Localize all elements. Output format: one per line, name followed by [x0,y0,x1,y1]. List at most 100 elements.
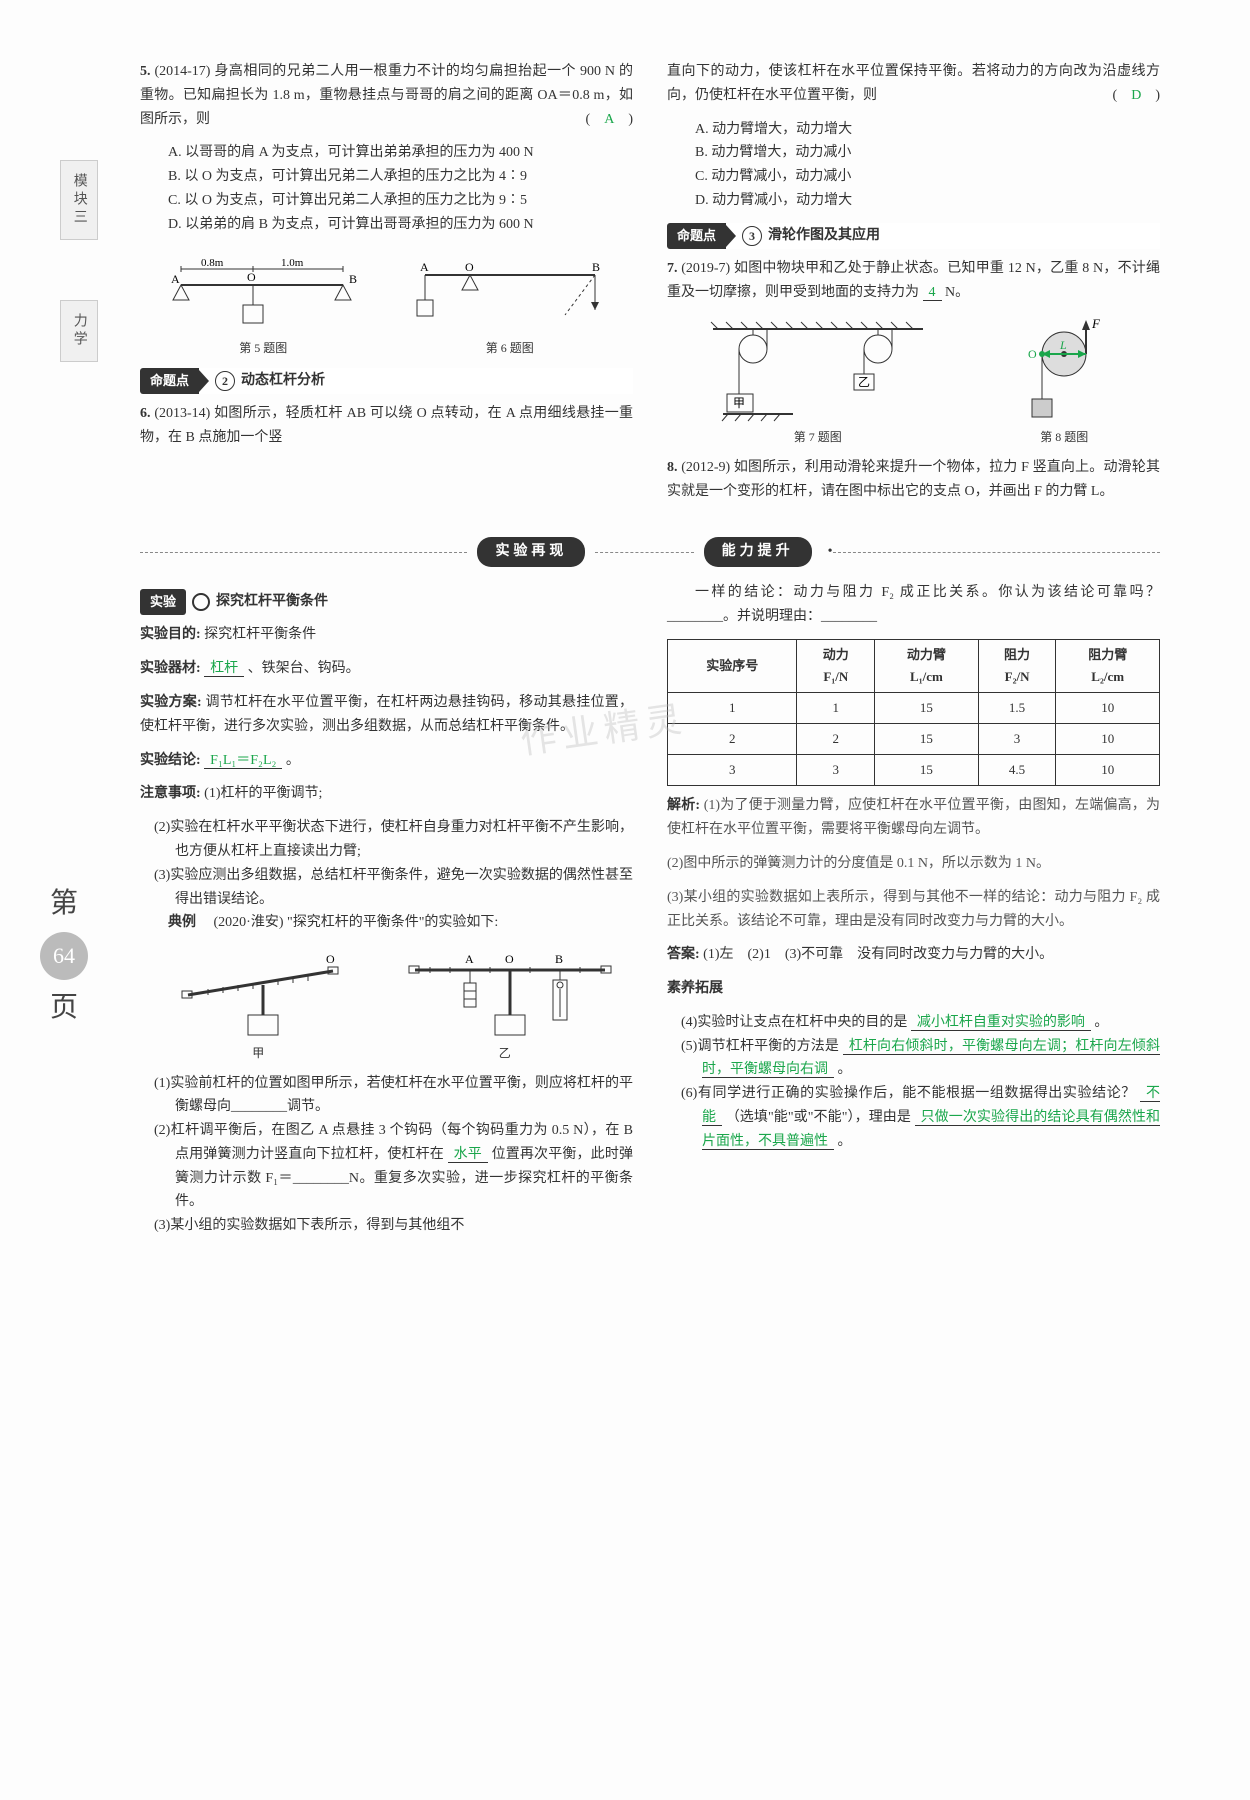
answer-block: 答案: (1)左 (2)1 (3)不可靠 没有同时改变力与力臂的大小。 [667,943,1160,967]
q5-paren: ( A ) [586,108,633,132]
fig-yi: A O B 乙 [395,945,615,1063]
q6-src: (2013-14) [154,406,210,421]
page-bot-char: 页 [40,984,88,1032]
th-4: 阻力臂L₂/cm [1056,639,1160,692]
exp-equipment: 实验器材: 杠杆 、铁架台、钩码。 [140,657,633,681]
left-column: 5. (2014-17) 身高相同的兄弟二人用一根重力不计的均匀扁担抬起一个 9… [140,60,633,513]
p5: (5)调节杠杆平衡的方法是 杠杆向右倾斜时，平衡螺母向左调；杠杆向左倾斜时，平衡… [688,1035,1160,1083]
svg-text:O: O [505,952,514,966]
topic2-arrow-icon [199,370,209,392]
svg-text:O: O [465,260,474,274]
topic3-title: 滑轮作图及其应用 [768,224,880,248]
q7-text2: N。 [945,285,969,300]
cell: 2 [797,724,875,755]
q8-src: (2012-9) [681,460,730,475]
answer-text: (1)左 (2)1 (3)不可靠 没有同时改变力与力臂的大小。 [703,947,1053,962]
exp-p2: (2)杠杆调平衡后，在图乙 A 点悬挂 3 个钩码（每个钩码重力为 0.5 N）… [161,1119,633,1214]
topic2-title: 动态杠杆分析 [241,369,325,393]
svg-text:A: A [420,260,429,274]
question-5: 5. (2014-17) 身高相同的兄弟二人用一根重力不计的均匀扁担抬起一个 9… [140,60,633,131]
conc-answer: F₁L₁＝F₂L₂ [204,753,282,769]
topic3-arrow-icon [726,225,736,247]
ext-label: 素养拓展 [667,977,1160,1001]
p4b: 。 [1094,1015,1108,1030]
q7-num: 7. [667,261,678,276]
equip-rest: 、铁架台、钩码。 [248,661,360,676]
fig5-svg: A B O 0.8m 1.0m [163,245,363,335]
svg-text:乙: 乙 [858,375,870,389]
svg-text:A: A [171,272,180,286]
question-8: 8. (2012-9) 如图所示，利用动滑轮来提升一个物体，拉力 F 竖直向上。… [667,456,1160,504]
exp-chip: 实验 [140,589,186,615]
p4-answer: 减小杠杆自重对实验的影响 [911,1015,1091,1031]
p4: (4)实验时让支点在杠杆中央的目的是 减小杠杆自重对实验的影响 。 [688,1011,1160,1035]
figyi-caption: 乙 [395,1043,615,1063]
q5-text: 身高相同的兄弟二人用一根重力不计的均匀扁担抬起一个 900 N 的重物。已知扁担… [140,64,633,127]
page-number: 第 64 页 [40,880,88,1031]
table-row: 2 2 15 3 10 [668,724,1160,755]
cell: 1 [797,693,875,724]
answer-label: 答案: [667,947,700,962]
exp-p1: (1)实验前杠杆的位置如图甲所示，若使杠杆在水平位置平衡，则应将杠杆的平衡螺母向… [161,1072,633,1120]
side-tab-subject: 力学 [60,300,98,362]
svg-text:O: O [1028,347,1037,361]
th-3: 阻力F₂/N [978,639,1056,692]
cell: 15 [875,755,979,786]
q5-opt-d: D. 以弟弟的肩 B 为支点，可计算出哥哥承担的压力为 600 N [157,213,633,237]
cell: 1.5 [978,693,1056,724]
svg-text:O: O [326,952,335,966]
q7-src: (2019-7) [681,261,730,276]
table-header-row: 实验序号 动力F₁/N 动力臂L₁/cm 阻力F₂/N 阻力臂L₂/cm [668,639,1160,692]
fig7-svg: 甲 乙 [703,314,933,424]
pill-ability: 能力提升 [704,537,812,567]
q5-src: (2014-17) [154,64,210,79]
p6: (6)有同学进行正确的实验操作后，能不能根据一组数据得出实验结论？ 不能 （选填… [688,1082,1160,1153]
page-num-circle: 64 [40,932,88,980]
svg-text:F: F [1091,316,1101,331]
svg-text:B: B [555,952,563,966]
analysis-label: 解析: [667,798,700,813]
a2: (2)图中所示的弹簧测力计的分度值是 0.1 N，所以示数为 1 N。 [667,852,1160,876]
example-src: (2020·淮安) [214,915,284,930]
topic2-chip: 命题点 [140,368,199,394]
equip-answer: 杠杆 [204,661,244,677]
figyi-svg: A O B [395,945,615,1040]
goal-label: 实验目的: [140,627,201,642]
exp-plan: 实验方案: 调节杠杆在水平位置平衡，在杠杆两边悬挂钩码，移动其悬挂位置，使杠杆平… [140,691,633,739]
svg-text:B: B [349,272,357,286]
q6-opt-b: B. 动力臂增大，动力减小 [684,141,931,165]
figure-6: A O B 第 6 题图 [410,245,610,358]
plan-text: 调节杠杆在水平位置平衡，在杠杆两边悬挂钩码，移动其悬挂位置，使杠杆平衡，进行多次… [140,695,633,734]
q5-num: 5. [140,64,151,79]
question-7: 7. (2019-7) 如图中物块甲和乙处于静止状态。已知甲重 12 N，乙重 … [667,257,1160,305]
a3: (3)某小组的实验数据如上表所示，得到与其他不一样的结论：动力与阻力 F₂ 成正… [667,886,1160,934]
page-top-char: 第 [40,880,88,928]
table-row: 3 3 15 4.5 10 [668,755,1160,786]
cell: 10 [1056,693,1160,724]
conc-label: 实验结论: [140,753,201,768]
topic3-num: 3 [742,226,762,246]
p6a: (6)有同学进行正确的实验操作后，能不能根据一组数据得出实验结论？ [681,1086,1136,1101]
q5-opt-b: B. 以 O 为支点，可计算出兄弟二人承担的压力之比为 4∶9 [157,165,633,189]
fig6-caption: 第 6 题图 [410,338,610,358]
conc-tail: 。 [286,753,300,768]
example-line: 典例 (2020·淮安) "探究杠杆的平衡条件"的实验如下: [140,911,633,935]
fig6-svg: A O B [410,245,610,335]
right-intro: 一样的结论：动力与阻力 F₂ 成正比关系。你认为该结论可靠吗？________。… [667,581,1160,629]
q8-num: 8. [667,460,678,475]
q6-paren: ( D ) [1113,84,1160,108]
th-1: 动力F₁/N [797,639,875,692]
figure-8: F O L 第 8 题图 [1004,314,1124,447]
cell: 3 [797,755,875,786]
q6-opt-d: D. 动力臂减小，动力增大 [684,189,931,213]
svg-text:O: O [247,270,256,284]
fig-row-5-6: A B O 0.8m 1.0m [140,245,633,358]
right-column: 直向下的动力，使该杠杆在水平位置保持平衡。若将动力的方向改为沿虚线方向，仍使杠杆… [667,60,1160,513]
notes-label: 注意事项: [140,786,201,801]
q6-opt-c: C. 动力臂减小，动力减小 [684,165,931,189]
topic-2-bar: 命题点 2 动态杠杆分析 [140,368,633,394]
plan-label: 实验方案: [140,695,202,710]
th-0: 实验序号 [668,639,797,692]
cell: 1 [668,693,797,724]
note2: (2)实验在杠杆水平平衡状态下进行，使杠杆自身重力对杠杆平衡不产生影响，也方便从… [161,816,633,864]
